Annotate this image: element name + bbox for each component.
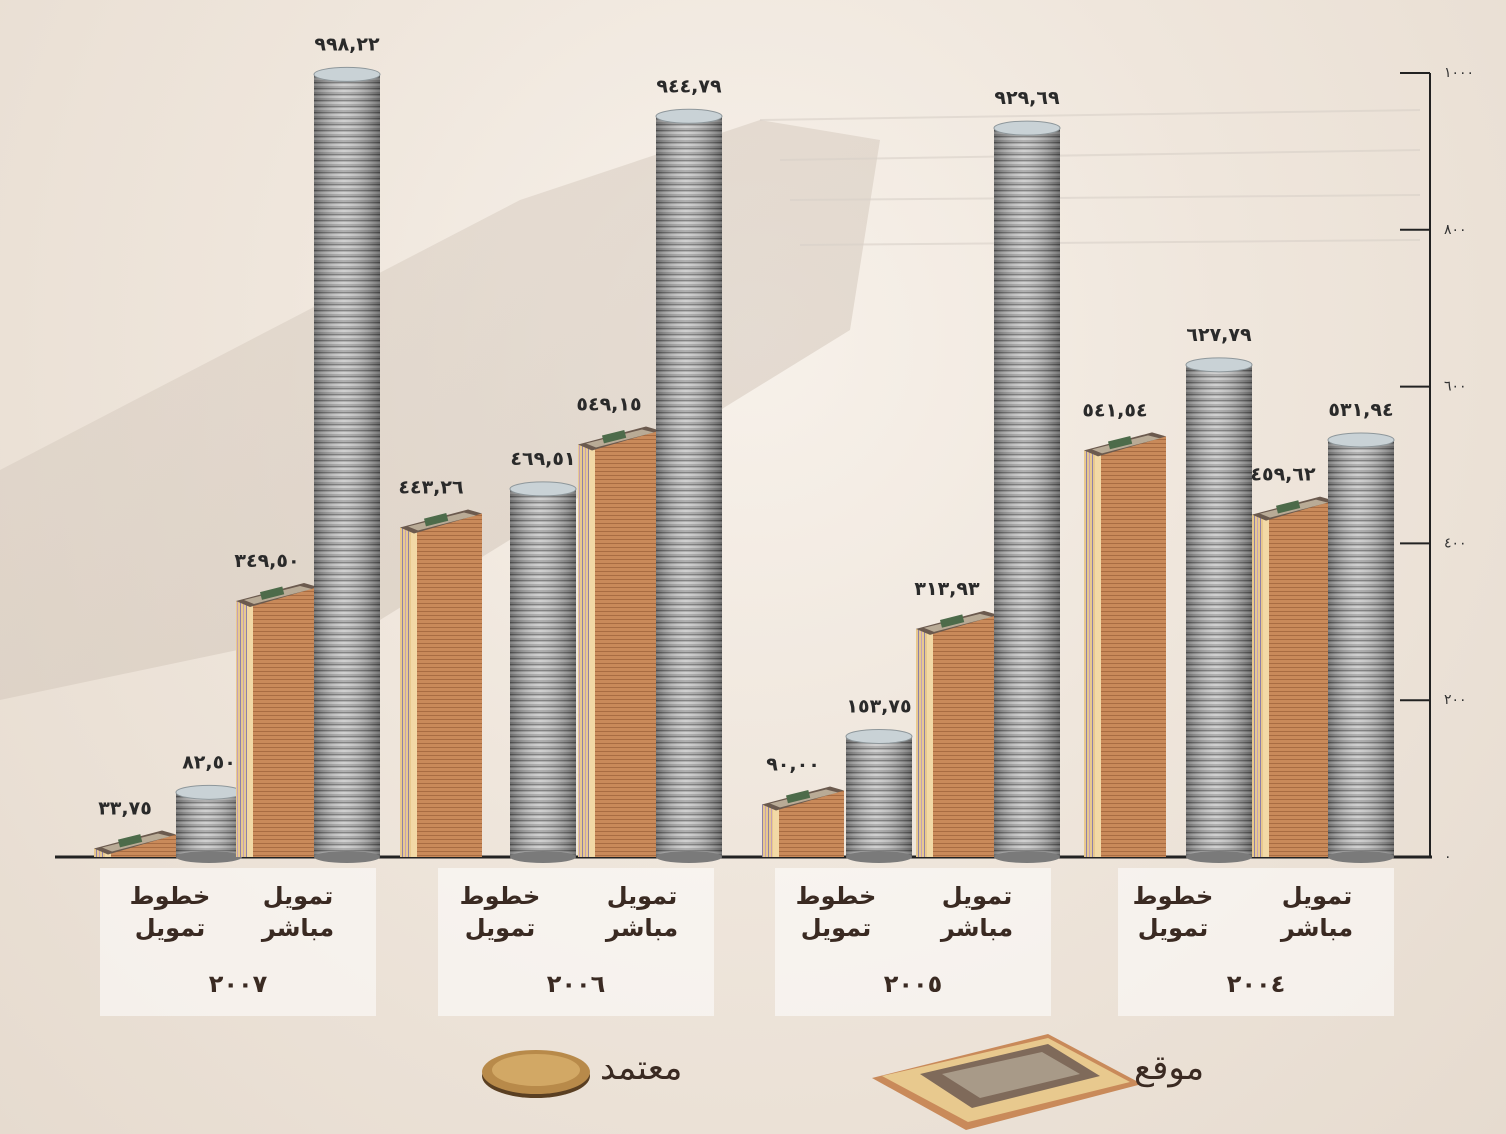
category-label: تمويل مباشر [261, 882, 335, 942]
group-box-2005 [775, 868, 1051, 1016]
bar-signed-label: ٣١٣,٩٣ [914, 578, 980, 600]
y-tick-label: ٠ [1444, 849, 1452, 865]
legend-banknote-icon [872, 1034, 1142, 1130]
bar-approved [1185, 357, 1253, 863]
bar-signed [1084, 432, 1166, 857]
bar-signed [578, 426, 660, 857]
category-label: تمويل مباشر [1280, 882, 1354, 942]
category-label: تمويل مباشر [605, 882, 679, 942]
bar-approved-label: ٩٩٨,٢٢ [314, 33, 380, 55]
bar-approved [845, 728, 913, 863]
category-label: خطوط تمويل [459, 882, 541, 942]
group-box-2006 [438, 868, 714, 1016]
category-label: خطوط تمويل [129, 882, 211, 942]
bar-approved [1327, 432, 1395, 863]
bar-approved [313, 66, 381, 863]
legend-coin-icon [482, 1050, 590, 1098]
bar-approved-label: ٥٣١,٩٤ [1328, 399, 1393, 421]
y-tick-label: ٤٠٠ [1444, 535, 1467, 551]
bar-signed [400, 509, 482, 857]
bar-signed [236, 582, 318, 857]
bar-approved [993, 120, 1061, 863]
bar-signed [1252, 496, 1334, 857]
bar-signed-label: ٣٣,٧٥ [98, 798, 152, 820]
bar-approved [655, 108, 723, 863]
bar-signed-label: ٣٤٩,٥٠ [234, 550, 299, 572]
y-tick-label: ٢٠٠ [1444, 692, 1467, 708]
bar-approved-label: ١٥٣,٧٥ [846, 695, 911, 717]
bar-signed-label: ٤٥٩,٦٢ [1250, 464, 1316, 486]
bar-approved [175, 784, 243, 863]
category-label: خطوط تمويل [1132, 882, 1214, 942]
bar-signed [916, 610, 998, 857]
y-tick-label: ٨٠٠ [1444, 222, 1467, 238]
category-label: تمويل مباشر [940, 882, 1014, 942]
bar-approved-label: ٤٦٩,٥١ [510, 448, 575, 470]
year-label-2005: ٢٠٠٥ [883, 970, 943, 998]
y-tick-label: ١٠٠٠ [1444, 65, 1474, 81]
bar-signed [762, 786, 844, 857]
legend-label-approved: معتمد [600, 1048, 683, 1088]
y-tick-label: ٦٠٠ [1444, 379, 1467, 395]
bar-signed-label: ٤٤٣,٢٦ [398, 476, 463, 498]
year-label-2004: ٢٠٠٤ [1226, 970, 1286, 998]
bar-approved [509, 481, 577, 863]
bar-approved-label: ٨٢,٥٠ [182, 751, 236, 773]
bar-signed [94, 830, 176, 857]
bar-signed-label: ٥٤١,٥٤ [1082, 399, 1147, 421]
legend-label-signed: موقع [1134, 1048, 1205, 1088]
bar-approved-label: ٩٢٩,٦٩ [994, 87, 1060, 109]
group-box-2004 [1118, 868, 1394, 1016]
bar-approved-label: ٩٤٤,٧٩ [656, 75, 722, 97]
group-box-2007 [100, 868, 376, 1016]
year-label-2007: ٢٠٠٧ [208, 970, 268, 998]
bar-signed-label: ٥٤٩,١٥ [576, 393, 641, 415]
bar-approved-label: ٦٢٧,٧٩ [1186, 324, 1252, 346]
bar-signed-label: ٩٠,٠٠ [766, 753, 820, 775]
category-label: خطوط تمويل [795, 882, 877, 942]
year-label-2006: ٢٠٠٦ [546, 970, 606, 998]
